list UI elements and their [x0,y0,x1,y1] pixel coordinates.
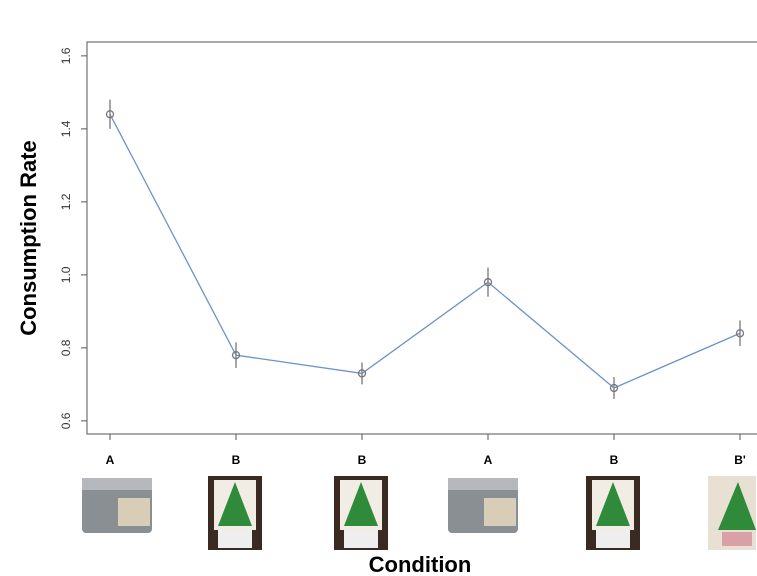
y-tick-label: 0.6 [59,412,73,429]
x-tick-label: B [232,453,241,467]
dispenser-image [448,478,518,533]
tree-image [208,476,262,550]
y-tick-label: 1.4 [59,120,73,137]
x-tick-label: B' [734,453,746,467]
x-tick-label: A [484,453,493,467]
tree-image [586,476,640,550]
y-tick-label: 1.2 [59,193,73,210]
tree-image [708,476,756,550]
y-tick-label: 1.0 [59,266,73,283]
plot-frame [87,42,757,434]
dispenser-image [82,478,152,533]
series-line [110,114,740,388]
tree-image [334,476,388,550]
y-axis-label: Consumption Rate [16,140,41,336]
chart: Consumption Rate Condition 0.6 0.8 1.0 1.2 1… [0,0,757,576]
x-axis-label: Condition [369,552,472,576]
x-tick-label: B [610,453,619,467]
x-tick-label: A [106,453,115,467]
x-tick-label: B [358,453,367,467]
y-tick-label: 1.6 [59,47,73,64]
condition-images [82,476,756,550]
y-tick-label: 0.8 [59,339,73,356]
